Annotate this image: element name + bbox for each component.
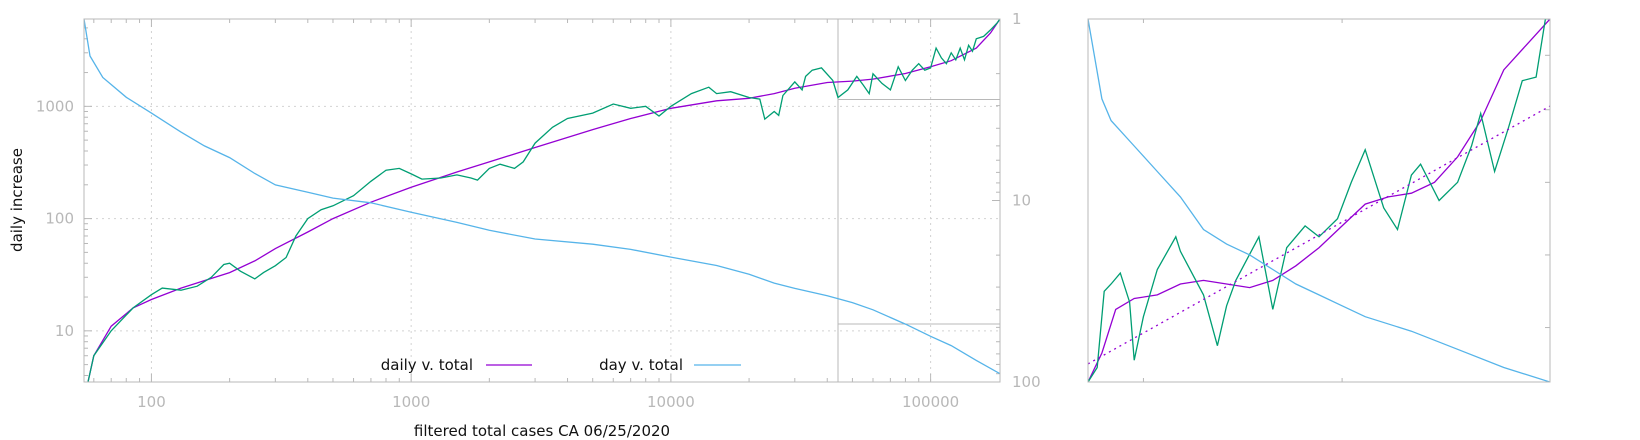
main-gridlines	[84, 19, 1000, 382]
inset-plot-frame	[1087, 18, 1551, 383]
y-axis-label: daily increase	[8, 148, 26, 252]
inset-series-line-2	[1088, 19, 1550, 382]
inset-region-markers	[837, 19, 1000, 382]
inset-series-line-1	[1088, 19, 1550, 382]
inset-series-line-3	[1088, 105, 1550, 365]
inset-tick-marks	[1142, 19, 1550, 382]
y2-tick-label: 1	[1012, 10, 1022, 28]
x-tick-label: 10000	[647, 393, 695, 411]
legend-label-day: day v. total	[599, 356, 683, 374]
x-tick-label: 100	[137, 393, 166, 411]
x-tick-label: 100000	[902, 393, 959, 411]
series-line-2	[84, 19, 1000, 375]
main-tick-labels: 100 1000 10000 100000 10 100 1000 1 10 100	[36, 10, 1041, 411]
y-tick-label: 100	[45, 210, 74, 228]
main-tick-marks	[84, 18, 1000, 383]
y2-tick-label: 10	[1012, 192, 1031, 210]
series-line-1	[87, 19, 1000, 382]
y2-tick-label: 100	[1012, 373, 1041, 391]
legend: daily v. total day v. total	[381, 356, 741, 374]
inset-plot	[1087, 18, 1551, 383]
main-plot-frame	[83, 18, 1001, 383]
y-tick-label: 1000	[36, 97, 74, 115]
inset-series-line-0	[1088, 19, 1550, 382]
y-tick-label: 10	[55, 322, 74, 340]
main-plot: 100 1000 10000 100000 10 100 1000 1 10 100 filter…	[8, 10, 1041, 440]
x-axis-label: filtered total cases CA 06/25/2020	[414, 422, 670, 440]
series-line-0	[87, 19, 1000, 382]
main-series-group	[84, 19, 1000, 382]
inset-series-group	[1088, 19, 1550, 382]
x-tick-label: 1000	[392, 393, 430, 411]
legend-label-daily: daily v. total	[381, 356, 473, 374]
